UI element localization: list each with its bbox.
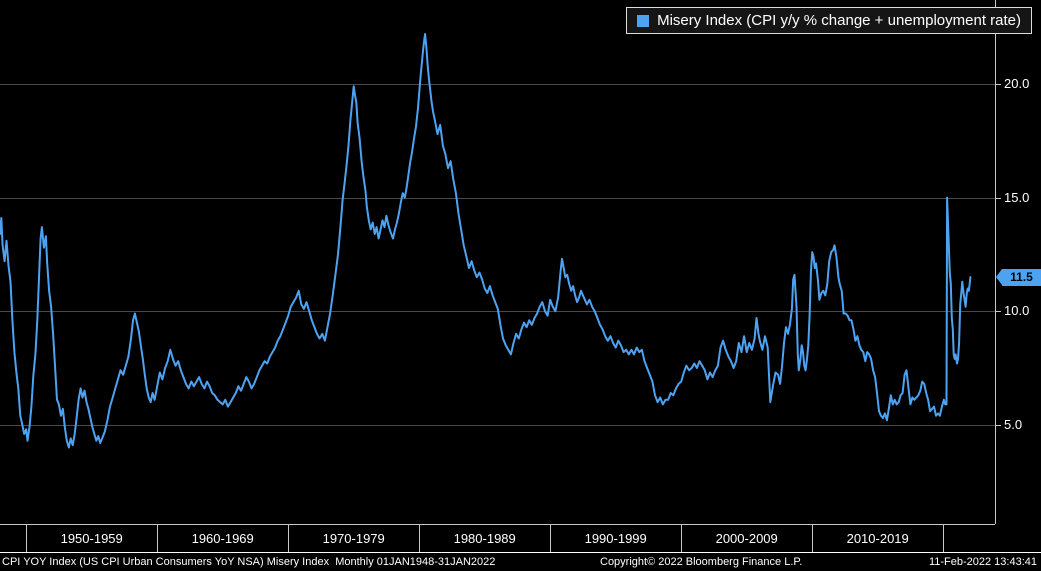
last-value-label: 11.5 [1002, 268, 1041, 286]
x-axis-tick [943, 525, 944, 553]
misery-index-line-chart [0, 33, 995, 449]
y-axis-tick [996, 425, 1001, 426]
status-copyright: Copyright© 2022 Bloomberg Finance L.P. [600, 556, 803, 568]
x-axis-tick [812, 525, 813, 553]
y-axis-line [995, 0, 996, 524]
x-axis-decade-label: 1970-1979 [322, 531, 385, 546]
x-axis-decade-label: 2010-2019 [846, 531, 909, 546]
y-axis-label: 10.0 [1004, 303, 1030, 319]
x-axis-decade-label: 2000-2009 [715, 531, 778, 546]
y-axis-tick [996, 311, 1001, 312]
y-axis[interactable]: 11.5 20.0 15.0 10.0 5.0 [995, 0, 1041, 524]
x-axis-tick [550, 525, 551, 553]
status-bar: CPI YOY Index (US CPI Urban Consumers Yo… [0, 552, 1041, 571]
x-axis[interactable]: 1950-1959 1960-1969 1970-1979 1980-1989 1990… [0, 524, 995, 553]
x-axis-decade-label: 1990-1999 [584, 531, 647, 546]
misery-index-line [0, 33, 972, 449]
x-axis-tick [681, 525, 682, 553]
x-axis-decade-label: 1950-1959 [60, 531, 123, 546]
x-axis-tick [157, 525, 158, 553]
y-axis-label: 5.0 [1004, 416, 1023, 432]
badge-arrow-icon [996, 269, 1002, 286]
legend-color-swatch-icon [637, 14, 650, 27]
status-datetime: 11-Feb-2022 13:43:41 [928, 556, 1037, 568]
status-series-description: CPI YOY Index (US CPI Urban Consumers Yo… [2, 556, 496, 568]
x-axis-tick [288, 525, 289, 553]
y-axis-tick [996, 84, 1001, 85]
y-axis-label: 20.0 [1004, 76, 1030, 91]
last-value-badge: 11.5 [996, 268, 1041, 286]
x-axis-tick [419, 525, 420, 553]
x-axis-tick [26, 525, 27, 553]
x-axis-decade-label: 1980-1989 [453, 531, 516, 546]
plot-area[interactable] [0, 0, 995, 524]
x-axis-decade-label: 1960-1969 [191, 531, 254, 546]
legend[interactable]: Misery Index (CPI y/y % change + unemplo… [626, 7, 1032, 34]
legend-label: Misery Index (CPI y/y % change + unemplo… [657, 12, 1021, 29]
y-axis-label: 15.0 [1004, 189, 1030, 205]
y-axis-tick [996, 198, 1001, 199]
